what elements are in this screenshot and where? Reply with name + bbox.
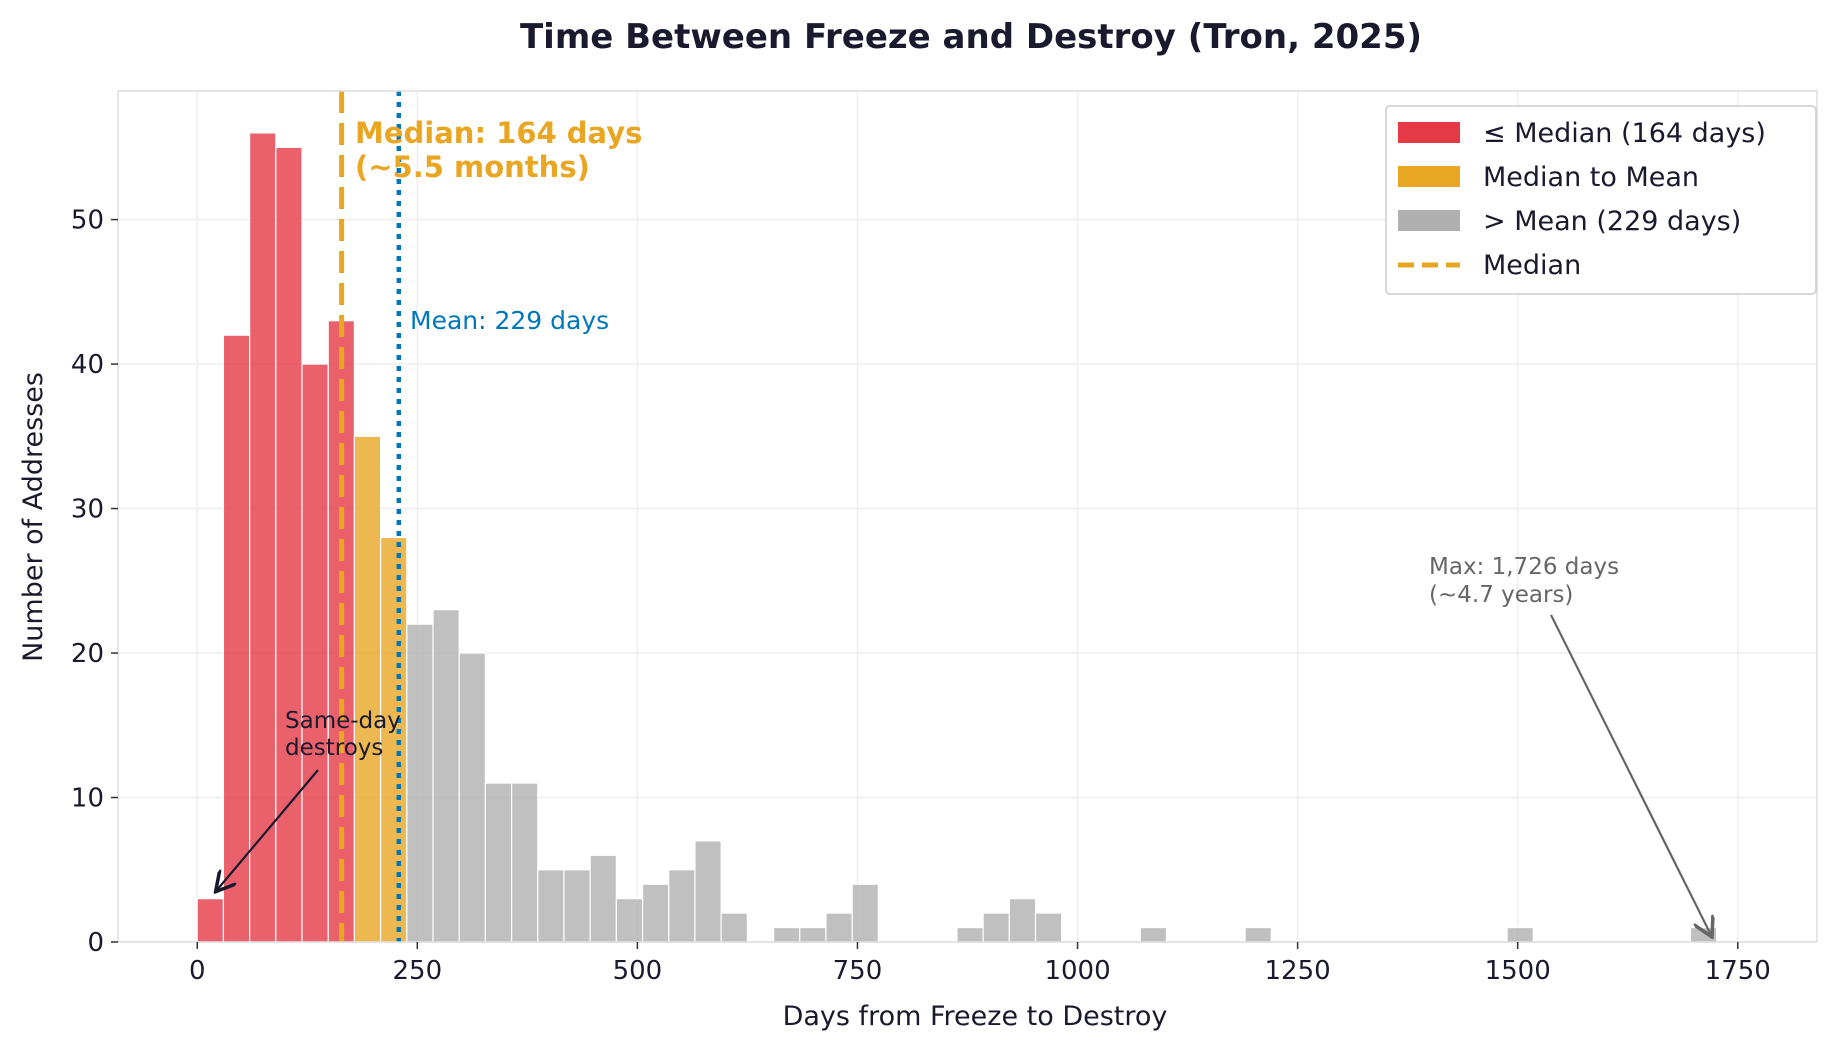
median-annotation-line1: Median: 164 days <box>355 116 642 150</box>
x-tick-label: 1750 <box>1705 956 1771 986</box>
sameday-annotation-line2: destroys <box>285 735 383 761</box>
histogram-bar <box>694 840 722 943</box>
legend-label-gt-mean: > Mean (229 days) <box>1483 206 1741 237</box>
histogram-bar <box>458 652 486 943</box>
histogram-bar <box>353 435 382 943</box>
x-tick-label: 250 <box>392 956 442 986</box>
histogram-bar <box>1689 926 1718 943</box>
histogram-bar <box>222 334 251 943</box>
histogram-bar <box>668 869 696 943</box>
histogram-bar <box>772 926 801 943</box>
histogram-bar <box>484 782 513 943</box>
x-tick-label: 500 <box>613 956 663 986</box>
histogram-bar <box>406 623 434 943</box>
histogram-bar <box>982 912 1010 943</box>
histogram-bar <box>1506 926 1534 943</box>
y-axis-label: Number of Addresses <box>18 372 49 662</box>
histogram-bar <box>275 146 303 943</box>
mean-annotation: Mean: 229 days <box>410 306 609 335</box>
histogram-bar <box>196 898 225 943</box>
sameday-arrow <box>217 769 319 890</box>
histogram-bar <box>956 926 984 943</box>
legend-label-le-median: ≤ Median (164 days) <box>1483 118 1766 149</box>
bars <box>196 132 1718 943</box>
histogram-bar <box>301 363 329 943</box>
histogram-bar <box>563 869 591 943</box>
y-tick-label: 50 <box>71 206 104 236</box>
legend-box <box>1385 105 1817 295</box>
chart-title: Time Between Freeze and Destroy (Tron, 2… <box>520 17 1422 57</box>
histogram-bar <box>1139 926 1168 943</box>
y-tick-label: 0 <box>87 928 104 958</box>
legend-label-median-to-mean: Median to Mean <box>1483 162 1699 193</box>
histogram-bar <box>1008 898 1037 943</box>
legend-swatch-median-to-mean <box>1398 166 1460 187</box>
histogram-bar <box>589 854 617 943</box>
histogram-bar <box>537 869 565 943</box>
sameday-annotation-line1: Same-day <box>285 708 401 734</box>
x-tick-label: 750 <box>833 956 883 986</box>
histogram-bar <box>851 883 879 943</box>
plot-frame <box>117 90 1818 943</box>
legend: ≤ Median (164 days) Median to Mean > Mea… <box>1385 105 1817 295</box>
x-tick-label: 1500 <box>1485 956 1551 986</box>
y-tick-label: 40 <box>71 350 104 380</box>
histogram-bar <box>720 912 748 943</box>
x-tick-label: 0 <box>189 956 206 986</box>
x-tick-label: 1000 <box>1044 956 1110 986</box>
reference-lines <box>339 91 402 942</box>
histogram-bar <box>799 926 827 943</box>
legend-swatch-gt-mean <box>1398 210 1460 231</box>
y-tick-label: 10 <box>71 784 104 814</box>
legend-label-median: Median <box>1483 250 1581 281</box>
max-annotation-line2: (~4.7 years) <box>1429 582 1573 608</box>
histogram-bar <box>1034 912 1063 943</box>
histogram-bar <box>641 883 670 943</box>
histogram-bar <box>510 782 539 943</box>
y-tick-label: 30 <box>71 495 104 525</box>
y-tick-label: 20 <box>71 639 104 669</box>
x-tick-label: 1250 <box>1265 956 1331 986</box>
legend-swatch-le-median <box>1398 122 1460 143</box>
ticks: 0 250 500 750 1000 1250 1500 1750 0 10 20 30 40 50 <box>71 206 1771 986</box>
x-axis-label: Days from Freeze to Destroy <box>783 1001 1168 1032</box>
histogram-bar <box>615 898 644 943</box>
max-arrow <box>1550 614 1711 935</box>
histogram-bar <box>249 132 277 943</box>
median-annotation-line2: (~5.5 months) <box>355 150 590 184</box>
histogram-bar <box>825 912 853 943</box>
histogram-bar <box>1244 926 1272 943</box>
histogram-bar <box>432 609 460 943</box>
histogram-bar <box>380 536 408 943</box>
max-annotation-line1: Max: 1,726 days <box>1429 554 1619 580</box>
